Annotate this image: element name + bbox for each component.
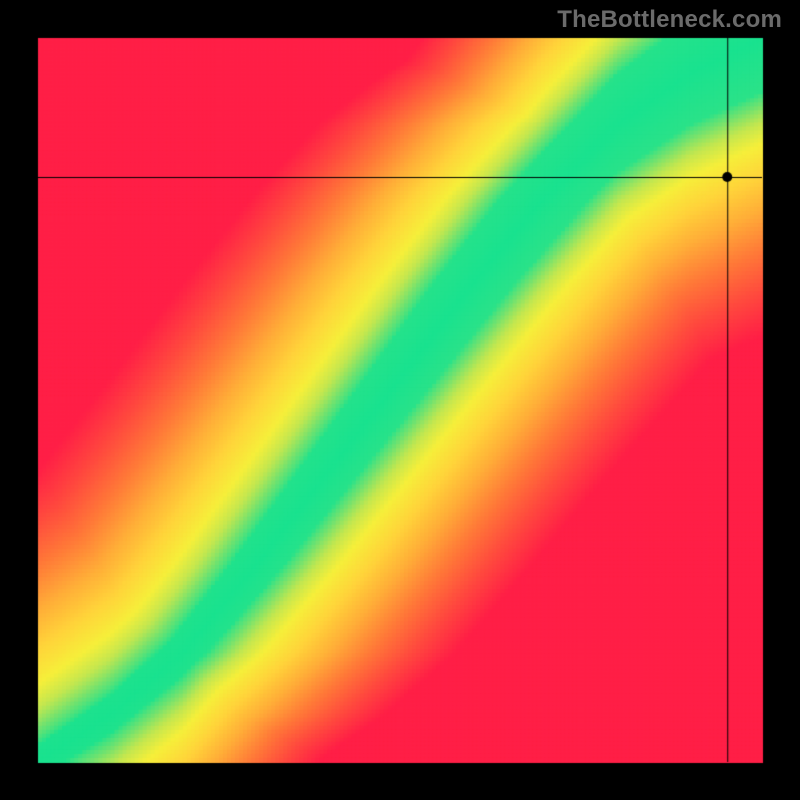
watermark-text: TheBottleneck.com (557, 6, 782, 34)
heatmap-canvas (0, 0, 800, 800)
